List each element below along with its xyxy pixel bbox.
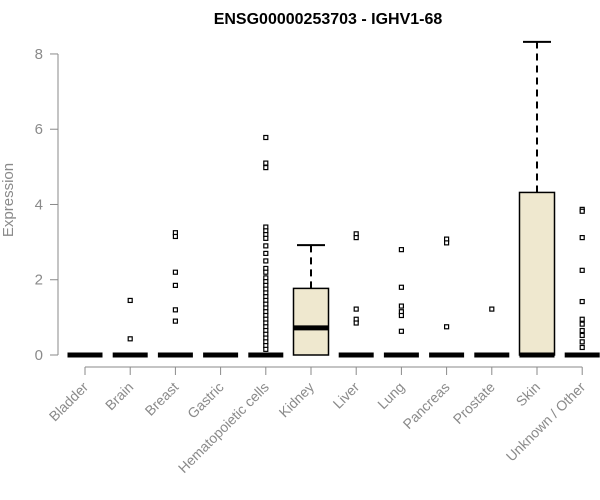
box-lung — [383, 247, 419, 358]
x-tick-label: Pancreas — [400, 379, 453, 432]
iqr-box — [518, 191, 556, 356]
outlier-point — [172, 307, 178, 313]
box-hematopoietic-cells — [248, 134, 284, 358]
outlier-point — [579, 332, 585, 339]
outlier-point — [489, 306, 495, 312]
x-tick-label: Brain — [102, 379, 136, 413]
outlier-point — [398, 284, 404, 290]
iqr-box — [292, 287, 330, 356]
outlier-point — [398, 247, 404, 253]
outlier-point — [353, 320, 359, 326]
box-kidney — [292, 244, 330, 356]
outlier-point — [172, 269, 178, 275]
outlier-point — [172, 282, 178, 288]
box-liver — [338, 231, 374, 358]
outlier-point — [127, 336, 133, 342]
y-tick-label: 4 — [35, 196, 43, 213]
outlier-point — [263, 346, 269, 352]
outlier-point — [263, 160, 269, 166]
box-skin — [518, 40, 556, 358]
outlier-point — [444, 324, 450, 330]
box-brain — [112, 297, 148, 358]
outlier-point — [398, 312, 404, 319]
x-tick-label: Bladder — [46, 379, 92, 425]
y-tick-label: 2 — [35, 272, 43, 289]
x-tick-label: Breast — [142, 379, 182, 419]
x-tick-label: Liver — [330, 379, 363, 412]
outlier-point — [398, 328, 404, 334]
box-breast — [157, 230, 193, 358]
x-tick-label: Skin — [513, 379, 544, 410]
outlier-point — [579, 316, 585, 322]
plot-area — [67, 40, 600, 358]
outlier-point — [579, 321, 585, 327]
box-unknown-other — [564, 206, 600, 358]
outlier-point — [353, 306, 359, 312]
outlier-point — [263, 269, 269, 275]
outlier-point — [398, 303, 404, 309]
outlier-point — [263, 235, 269, 241]
outlier-point — [127, 297, 133, 304]
y-tick-label: 8 — [35, 46, 43, 63]
x-tick-label: Prostate — [450, 379, 498, 427]
outlier-point — [353, 234, 359, 241]
x-tick-label: Gastric — [184, 379, 227, 422]
y-tick-label: 0 — [35, 347, 43, 364]
outlier-point — [579, 344, 585, 351]
outlier-point — [263, 134, 269, 141]
outlier-point — [579, 327, 585, 334]
outlier-point — [579, 208, 585, 214]
outlier-point — [263, 243, 269, 249]
x-tick-label: Kidney — [276, 379, 318, 421]
y-tick-label: 6 — [35, 121, 43, 138]
outlier-point — [444, 240, 450, 246]
chart-title: ENSG00000253703 - IGHV1-68 — [214, 11, 443, 28]
outlier-point — [579, 234, 585, 241]
outlier-point — [579, 298, 585, 305]
outlier-point — [172, 318, 178, 324]
x-tick-label: Lung — [374, 379, 407, 412]
y-axis: 0 2 4 6 8 — [35, 46, 59, 364]
x-tick-label: Unknown / Other — [503, 379, 589, 465]
outlier-point — [579, 339, 585, 345]
box-prostate — [474, 306, 510, 358]
box-pancreas — [429, 236, 465, 358]
outlier-point — [263, 165, 269, 171]
outlier-point — [263, 250, 269, 256]
y-axis-label: Expression — [0, 163, 17, 237]
outlier-point — [172, 233, 178, 240]
outlier-point — [579, 267, 585, 273]
outlier-point — [263, 258, 269, 264]
